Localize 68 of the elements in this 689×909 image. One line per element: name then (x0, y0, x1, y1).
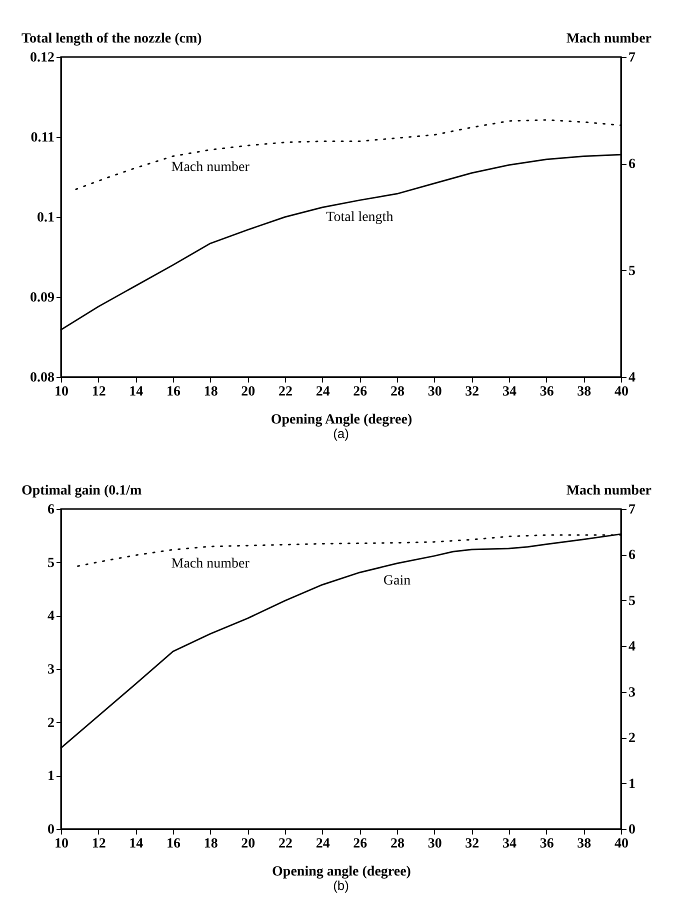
y-tick-label: 4 (48, 609, 54, 624)
x-axis-title: Opening Angle (degree) (270, 412, 412, 428)
x-tick-label: 24 (316, 384, 330, 400)
y2-tick-label: 4 (628, 640, 636, 655)
y2-tick-label: 3 (628, 685, 636, 700)
y2-axis-title: Mach number (566, 32, 652, 46)
x-tick-label: 40 (614, 384, 628, 400)
y2-tick-label: 0 (628, 822, 636, 838)
y2-tick-label: 4 (628, 370, 636, 386)
series-label: Total length (326, 210, 394, 226)
y2-tick-label: 7 (628, 50, 636, 66)
series-label: Mach number (171, 556, 250, 572)
y-tick-label: 0.08 (30, 370, 54, 386)
y-tick-label: 0 (48, 822, 54, 838)
x-tick-label: 34 (502, 384, 516, 400)
text: (b) (333, 878, 349, 893)
x-tick-label: 30 (428, 836, 442, 852)
x-tick-label: 10 (54, 836, 68, 852)
x-tick-label: 20 (241, 836, 256, 852)
y2-tick-label: 6 (628, 548, 636, 564)
x-tick-label: 20 (241, 384, 256, 400)
series-label: Gain (383, 573, 411, 588)
x-tick-label: 16 (166, 836, 180, 852)
x-tick-label: 30 (428, 384, 442, 400)
x-tick-label: 22 (278, 836, 292, 852)
x-axis-title: Opening angle (degree) (272, 864, 412, 880)
y-tick-label: 0.11 (30, 130, 54, 146)
x-tick-label: 18 (204, 836, 218, 852)
x-tick-label: 26 (353, 836, 368, 852)
x-tick-label: 24 (316, 836, 330, 852)
text: (a) (333, 426, 349, 441)
x-tick-label: 32 (465, 836, 480, 852)
x-tick-label: 32 (465, 384, 480, 400)
x-tick-label: 22 (278, 384, 292, 400)
x-tick-label: 18 (204, 384, 218, 400)
x-tick-label: 38 (577, 384, 592, 400)
x-tick-label: 14 (129, 836, 144, 852)
y-tick-label: 0.12 (30, 50, 54, 66)
x-tick-label: 40 (614, 836, 628, 852)
y-axis-title: Total length of the nozzle (cm) (22, 32, 202, 46)
x-tick-label: 14 (129, 384, 144, 400)
x-tick-label: 34 (502, 836, 516, 852)
y2-tick-label: 7 (628, 502, 636, 518)
y2-tick-label: 2 (628, 731, 636, 746)
y2-tick-label: 1 (628, 776, 636, 792)
x-tick-label: 12 (92, 836, 106, 852)
y-tick-label: 1 (48, 769, 54, 784)
y-tick-label: 0.09 (30, 290, 54, 306)
x-tick-label: 26 (353, 384, 368, 400)
y-tick-label: 2 (48, 716, 54, 731)
y-tick-label: 0.1 (37, 210, 54, 226)
y2-tick-label: 5 (628, 594, 636, 609)
y-tick-label: 6 (48, 502, 54, 518)
x-tick-label: 36 (540, 836, 554, 852)
x-tick-label: 12 (92, 384, 106, 400)
y-axis-title: Optimal gain (0.1/m (22, 484, 142, 498)
y2-axis-title: Mach number (566, 484, 652, 498)
y-tick-label: 3 (48, 662, 54, 678)
y-tick-label: 5 (48, 556, 54, 571)
series-label: Mach number (171, 160, 250, 175)
x-tick-label: 10 (54, 384, 68, 400)
x-tick-label: 38 (577, 836, 592, 852)
x-tick-label: 36 (540, 384, 554, 400)
x-tick-label: 28 (390, 384, 404, 400)
x-tick-label: 28 (390, 836, 404, 852)
y2-tick-label: 5 (628, 264, 636, 279)
x-tick-label: 16 (166, 384, 180, 400)
y2-tick-label: 6 (628, 157, 636, 172)
